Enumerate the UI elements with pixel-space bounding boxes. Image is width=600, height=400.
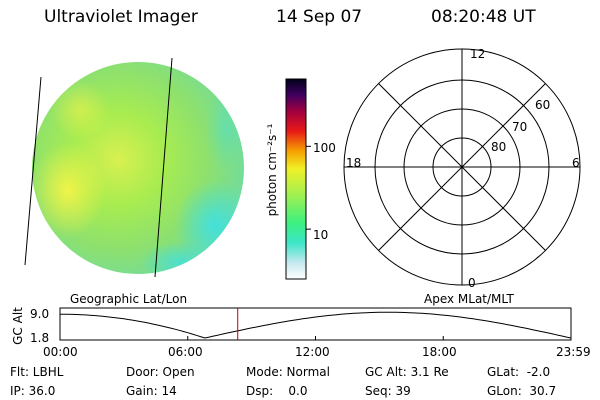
mlt-label-6: 6 bbox=[572, 156, 580, 170]
timeline-frame bbox=[59, 307, 572, 341]
instrument-title: Ultraviolet Imager bbox=[44, 7, 198, 27]
mlt-label-18: 18 bbox=[346, 156, 362, 170]
gain-status: Gain: 14 bbox=[126, 384, 177, 398]
seq-status: Seq: 39 bbox=[365, 384, 411, 398]
timeline-xtick-1800: 18:00 bbox=[422, 345, 457, 359]
longitude-line-left bbox=[24, 76, 42, 266]
lat-label-70: 70 bbox=[512, 120, 528, 134]
colorbar-tick-100: 100 bbox=[313, 141, 336, 155]
gc-altitude-curve bbox=[60, 311, 572, 339]
ip-status: IP: 36.0 bbox=[10, 384, 56, 398]
lat-label-80: 80 bbox=[491, 140, 507, 154]
timeline-xtick-0600: 06:00 bbox=[168, 345, 203, 359]
mode-status: Mode: Normal bbox=[246, 365, 330, 379]
lat-label-60: 60 bbox=[535, 98, 551, 112]
gc-alt-status: GC Alt: 3.1 Re bbox=[365, 365, 449, 379]
door-status: Door: Open bbox=[126, 365, 195, 379]
colorbar-tick-10: 10 bbox=[313, 228, 329, 242]
mlt-label-12: 12 bbox=[470, 47, 486, 61]
time-label: 08:20:48 UT bbox=[431, 7, 536, 27]
dsp-status: Dsp: 0.0 bbox=[246, 384, 308, 398]
mlt-label-0: 0 bbox=[468, 276, 476, 290]
timeline-xtick-1200: 12:00 bbox=[295, 345, 330, 359]
filter-status: Flt: LBHL bbox=[10, 365, 64, 379]
colorbar-gradient bbox=[285, 78, 307, 280]
glat-status: GLat: -2.0 bbox=[487, 365, 551, 379]
timeline-right-label: Apex MLat/MLT bbox=[424, 292, 514, 306]
timeline-xtick-0000: 00:00 bbox=[43, 345, 78, 359]
timeline-x-ticks bbox=[59, 336, 572, 340]
date-label: 14 Sep 07 bbox=[276, 7, 363, 27]
colorbar-ticks bbox=[306, 145, 311, 230]
longitude-line-right bbox=[154, 57, 173, 278]
timeline-ytick-1-8: 1.8 bbox=[30, 331, 50, 345]
timeline-left-label: Geographic Lat/Lon bbox=[70, 292, 188, 306]
polar-diagonal-2 bbox=[378, 83, 546, 251]
glon-status: GLon: 30.7 bbox=[487, 384, 557, 398]
timeline-xtick-2359: 23:59 bbox=[556, 345, 591, 359]
timeline-ytick-9: 9.0 bbox=[30, 307, 50, 321]
